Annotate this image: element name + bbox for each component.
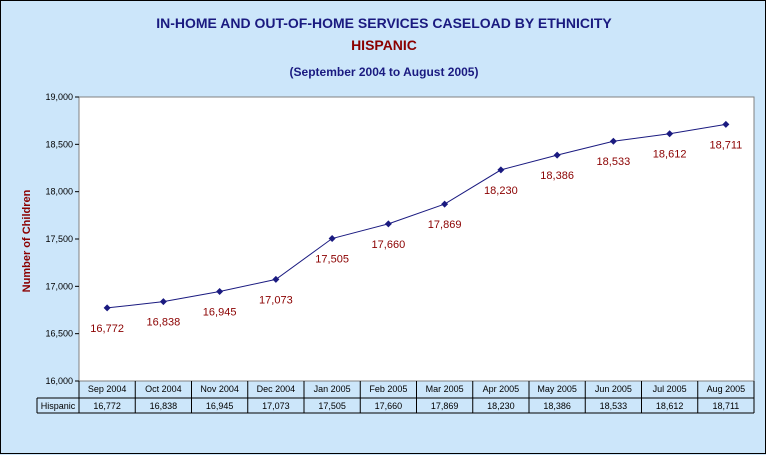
chart-subtitle: HISPANIC — [351, 37, 417, 53]
data-label: 16,838 — [147, 317, 181, 329]
y-tick-label: 17,000 — [45, 281, 73, 291]
x-tick-label: Mar 2005 — [426, 384, 464, 394]
y-tick-label: 17,500 — [45, 234, 73, 244]
table-value: 16,838 — [150, 401, 178, 411]
data-point — [441, 200, 449, 208]
data-label: 17,073 — [259, 294, 293, 306]
x-tick-label: May 2005 — [537, 384, 577, 394]
data-label: 17,660 — [372, 239, 406, 251]
y-tick-label: 16,500 — [45, 329, 73, 339]
x-tick-label: Dec 2004 — [257, 384, 296, 394]
table-value: 18,230 — [487, 401, 515, 411]
x-tick-label: Oct 2004 — [145, 384, 182, 394]
data-label: 17,869 — [428, 219, 462, 231]
x-tick-label: Jul 2005 — [653, 384, 687, 394]
data-point — [328, 235, 336, 243]
data-point — [159, 298, 167, 306]
data-point — [722, 120, 730, 128]
data-label: 16,772 — [90, 323, 124, 335]
x-tick-label: Sep 2004 — [88, 384, 127, 394]
data-label: 18,711 — [709, 139, 742, 151]
x-tick-label: Jun 2005 — [595, 384, 632, 394]
data-point — [497, 166, 505, 174]
data-label: 18,386 — [540, 170, 574, 182]
data-point — [272, 275, 280, 283]
series-line — [107, 123, 726, 309]
y-tick-label: 19,000 — [45, 92, 73, 102]
data-label: 18,612 — [653, 149, 687, 161]
table-value: 18,386 — [543, 401, 571, 411]
table-value: 17,073 — [262, 401, 290, 411]
data-point — [384, 220, 392, 228]
x-tick-label: Aug 2005 — [707, 384, 746, 394]
y-tick-label: 18,500 — [45, 139, 73, 149]
table-value: 18,612 — [656, 401, 684, 411]
x-tick-label: Jan 2005 — [314, 384, 351, 394]
x-tick-label: Apr 2005 — [483, 384, 520, 394]
table-series-name: Hispanic — [41, 401, 76, 411]
table-value: 18,533 — [600, 401, 628, 411]
x-tick-label: Nov 2004 — [200, 384, 239, 394]
table-value: 17,869 — [431, 401, 459, 411]
chart-period: (September 2004 to August 2005) — [289, 65, 479, 79]
data-label: 17,505 — [315, 254, 349, 266]
data-point — [609, 137, 617, 145]
data-point — [666, 130, 674, 138]
table-value: 16,772 — [93, 401, 121, 411]
data-point — [216, 288, 224, 296]
data-point — [553, 151, 561, 159]
table-value: 17,660 — [375, 401, 403, 411]
table-value: 17,505 — [318, 401, 346, 411]
data-label: 18,230 — [484, 185, 518, 197]
data-point — [103, 304, 111, 312]
data-label: 16,945 — [203, 307, 237, 319]
data-label: 18,533 — [597, 156, 631, 168]
chart-title: IN-HOME AND OUT-OF-HOME SERVICES CASELOA… — [156, 15, 612, 31]
table-value: 16,945 — [206, 401, 234, 411]
table-value: 18,711 — [712, 401, 739, 411]
y-tick-label: 16,000 — [45, 376, 73, 386]
x-tick-label: Feb 2005 — [369, 384, 407, 394]
plot-area — [78, 96, 755, 382]
y-tick-label: 18,000 — [45, 187, 73, 197]
